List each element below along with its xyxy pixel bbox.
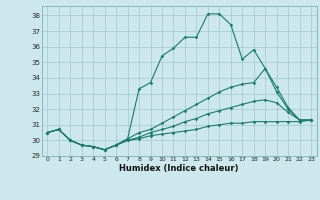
X-axis label: Humidex (Indice chaleur): Humidex (Indice chaleur) <box>119 164 239 173</box>
